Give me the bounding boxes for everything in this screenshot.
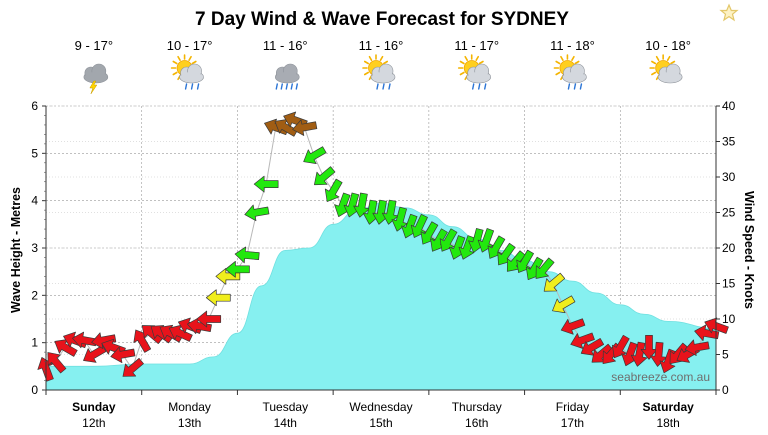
rain-cloud-icon [274, 63, 300, 90]
axes: 0 1 2 3 4 5 6 0 5 10 15 20 25 30 35 40 Sunday 12th Monday 1… [31, 99, 735, 430]
day-name-label: Saturday [642, 400, 694, 414]
day-temperature: 11 - 16° [359, 38, 404, 53]
wind-arrow [324, 178, 343, 202]
wind-arrows [37, 111, 729, 382]
wind-arrow [314, 166, 336, 186]
y-left-tick-label: 4 [31, 194, 38, 208]
y-left-tick-label: 3 [31, 241, 38, 255]
wind-arrow [234, 246, 260, 264]
day-temperature: 11 - 16° [263, 38, 308, 53]
day-date-label: 16th [465, 416, 488, 430]
wind-arrow [612, 334, 630, 359]
y-left-tick-label: 1 [31, 336, 38, 350]
y-right-tick-label: 25 [722, 206, 736, 220]
y-axis-right-label: Wind Speed - Knots [742, 191, 756, 309]
wind-arrow [570, 332, 595, 349]
day-date-label: 15th [369, 416, 392, 430]
wind-arrow [303, 146, 327, 164]
wind-arrow [630, 341, 648, 367]
chart-title: 7 Day Wind & Wave Forecast for SYDNEY [195, 9, 569, 30]
wind-arrow [205, 289, 231, 307]
wind-arrow [477, 228, 495, 253]
y-right-tick-label: 20 [722, 241, 736, 255]
sun-cloud-shower-icon [457, 54, 492, 90]
y-right-tick-label: 0 [722, 383, 729, 397]
favourite-star-icon[interactable] [719, 3, 739, 22]
wind-arrow [560, 318, 586, 335]
wind-arrow [552, 295, 576, 314]
wind-arrow [439, 228, 458, 252]
day-temperature: 11 - 17° [454, 38, 499, 53]
wind-arrow [196, 310, 222, 328]
day-date-label: 12th [82, 416, 105, 430]
day-name-label: Wednesday [349, 400, 412, 414]
day-date-label: 18th [656, 416, 679, 430]
wind-arrow [543, 272, 566, 292]
wind-arrow [420, 221, 439, 245]
wind-arrow [91, 332, 117, 349]
wind-arrow [410, 213, 428, 238]
watermark: seabreeze.com.au [611, 370, 710, 384]
wind-arrow [244, 204, 270, 222]
wind-arrow [694, 324, 720, 342]
day-name-label: Tuesday [262, 400, 308, 414]
wind-arrow [684, 339, 710, 356]
wind-arrow [535, 257, 555, 279]
y-right-tick-label: 35 [722, 135, 736, 149]
day-temperature: 9 - 17° [75, 38, 113, 53]
day-name-label: Monday [168, 400, 211, 414]
day-date-label: 13th [178, 416, 201, 430]
wind-arrow [83, 345, 107, 363]
wind-arrow [159, 324, 183, 343]
day-name-label: Thursday [452, 400, 502, 414]
y-left-tick-label: 2 [31, 288, 38, 302]
y-right-tick-label: 40 [722, 99, 736, 113]
day-name-label: Friday [556, 400, 589, 414]
sun-cloud-shower-icon [170, 54, 204, 90]
y-right-tick-label: 15 [722, 277, 736, 291]
wind-arrow [391, 206, 408, 232]
wind-arrow [650, 341, 667, 367]
sun-cloud-icon [649, 54, 683, 84]
wind-arrow [122, 357, 144, 377]
wind-arrow [516, 249, 534, 273]
sun-cloud-shower-icon [553, 54, 587, 90]
day-temperature: 10 - 17° [167, 38, 213, 53]
y-left-tick-label: 6 [31, 99, 38, 113]
daily-summary-row: 9 - 17° 10 - 17° 11 - 16° 11 - 16° 11 - 17° 1… [75, 38, 691, 95]
wind-arrow [253, 175, 279, 193]
y-right-tick-label: 30 [722, 170, 736, 184]
day-date-label: 14th [274, 416, 297, 430]
sun-cloud-shower-icon [362, 54, 396, 90]
wave-height-area [45, 202, 717, 391]
y-axis-left-label: Wave Height - Metres [9, 187, 23, 313]
y-left-tick-label: 5 [31, 146, 38, 160]
wind-arrow [292, 119, 318, 136]
y-left-tick-label: 0 [31, 383, 38, 397]
day-temperature: 11 - 18° [550, 38, 595, 53]
wind-arrow [47, 352, 67, 374]
wind-arrow [487, 235, 506, 259]
y-right-tick-label: 10 [722, 312, 736, 326]
thunderstorm-icon [83, 63, 109, 95]
wind-arrow [225, 260, 250, 278]
wave-height-fill [45, 202, 717, 391]
y-right-tick-label: 5 [722, 348, 729, 362]
wind-arrow [110, 346, 136, 364]
day-temperature: 10 - 18° [645, 38, 691, 53]
day-name-label: Sunday [72, 400, 116, 414]
wind-arrow [150, 325, 174, 344]
day-date-label: 17th [561, 416, 584, 430]
